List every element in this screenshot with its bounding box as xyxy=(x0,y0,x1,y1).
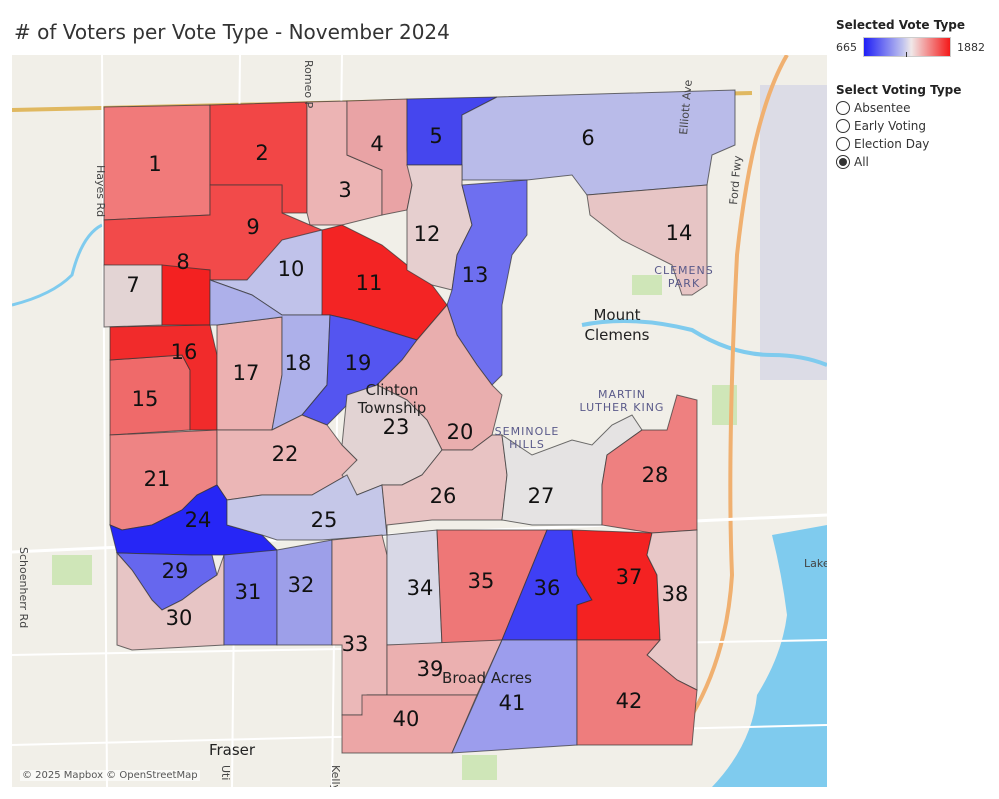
precinct-label-22: 22 xyxy=(272,442,299,466)
place-clemens-park-2: PARK xyxy=(668,277,700,290)
radio-all[interactable]: All xyxy=(836,153,996,171)
road-elliott: Elliott Ave xyxy=(677,79,695,135)
vote-type-filter: Select Voting Type Absentee Early Voting… xyxy=(836,83,996,171)
precinct-label-42: 42 xyxy=(616,689,643,713)
place-fraser: Fraser xyxy=(209,741,256,759)
precinct-label-35: 35 xyxy=(468,569,495,593)
precinct-label-39: 39 xyxy=(417,657,444,681)
precinct-label-34: 34 xyxy=(407,576,434,600)
legend-max: 1882 xyxy=(957,40,985,54)
radio-early-voting[interactable]: Early Voting xyxy=(836,117,996,135)
place-lake: Lake xyxy=(804,557,827,570)
radio-label-absentee: Absentee xyxy=(854,101,911,115)
precinct-label-33: 33 xyxy=(342,632,369,656)
road-kelly: Kelly xyxy=(329,765,342,787)
precinct-label-14: 14 xyxy=(666,221,693,245)
precinct-label-36: 36 xyxy=(534,576,561,600)
precinct-label-15: 15 xyxy=(132,387,159,411)
precinct-label-12: 12 xyxy=(414,222,441,246)
precinct-label-2: 2 xyxy=(255,141,268,165)
radio-button-selected[interactable] xyxy=(836,155,850,169)
place-broad-acres: Broad Acres xyxy=(442,669,532,687)
map-attribution[interactable]: © 2025 Mapbox © OpenStreetMap xyxy=(20,770,200,781)
place-seminole: SEMINOLE xyxy=(495,425,560,438)
place-mount: Mount xyxy=(593,306,640,324)
precinct-labels: 1 2 3 4 5 6 7 8 9 10 11 12 13 14 15 16 1… xyxy=(126,124,692,731)
precinct-label-19: 19 xyxy=(345,351,372,375)
legend-scale: 665 1882 xyxy=(836,37,996,57)
precinct-label-17: 17 xyxy=(233,361,260,385)
legend-min: 665 xyxy=(836,40,857,54)
precinct-label-31: 31 xyxy=(235,580,262,604)
precinct-8[interactable] xyxy=(161,264,211,326)
place-hills: HILLS xyxy=(509,438,545,451)
precinct-42[interactable] xyxy=(576,639,698,746)
precinct-label-9: 9 xyxy=(246,215,259,239)
road-hayes: Hayes Rd xyxy=(94,165,107,217)
precinct-label-18: 18 xyxy=(285,351,312,375)
radio-button[interactable] xyxy=(836,101,850,115)
precinct-6[interactable] xyxy=(461,89,736,196)
precinct-28[interactable] xyxy=(601,394,698,534)
precinct-label-23: 23 xyxy=(383,415,410,439)
precinct-40[interactable] xyxy=(341,694,478,754)
precinct-label-29: 29 xyxy=(162,559,189,583)
choropleth-map[interactable]: Mount Clemens Clinton Township MARTIN LU… xyxy=(12,55,827,787)
precinct-label-38: 38 xyxy=(662,582,689,606)
precinct-label-41: 41 xyxy=(499,691,526,715)
precinct-layer[interactable] xyxy=(103,89,736,754)
precinct-label-16: 16 xyxy=(171,340,198,364)
place-clinton: Clinton xyxy=(366,381,419,399)
legend-title: Selected Vote Type xyxy=(836,18,966,32)
precinct-label-5: 5 xyxy=(429,124,442,148)
precinct-label-21: 21 xyxy=(144,467,171,491)
precinct-label-40: 40 xyxy=(393,707,420,731)
place-luther-king: LUTHER KING xyxy=(580,401,665,414)
radio-absentee[interactable]: Absentee xyxy=(836,99,996,117)
legend-gradient xyxy=(863,37,951,57)
precinct-label-27: 27 xyxy=(528,484,555,508)
precinct-label-7: 7 xyxy=(126,273,139,297)
radio-election-day[interactable]: Election Day xyxy=(836,135,996,153)
precinct-label-26: 26 xyxy=(430,484,457,508)
precinct-label-24: 24 xyxy=(185,508,212,532)
road-utica: Uti xyxy=(219,765,232,780)
precinct-label-20: 20 xyxy=(447,420,474,444)
road-ford-fwy: Ford Fwy xyxy=(727,155,744,206)
place-clemens-park-1: CLEMENS xyxy=(654,264,713,277)
precinct-label-37: 37 xyxy=(616,565,643,589)
place-township: Township xyxy=(357,399,427,417)
place-martin: MARTIN xyxy=(598,388,646,401)
precinct-label-25: 25 xyxy=(311,508,338,532)
precinct-label-3: 3 xyxy=(338,178,351,202)
place-labels: Mount Clemens Clinton Township MARTIN LU… xyxy=(17,60,827,787)
precinct-label-10: 10 xyxy=(278,257,305,281)
precinct-16[interactable] xyxy=(109,324,218,431)
radio-label-early-voting: Early Voting xyxy=(854,119,926,133)
road-romeo: Romeo P xyxy=(302,60,315,109)
radio-button[interactable] xyxy=(836,137,850,151)
road-schoenherr: Schoenherr Rd xyxy=(17,547,30,628)
precinct-label-11: 11 xyxy=(356,271,383,295)
precinct-14[interactable] xyxy=(586,184,708,296)
chart-title: # of Voters per Vote Type - November 202… xyxy=(14,20,450,44)
precinct-label-8: 8 xyxy=(176,250,189,274)
precinct-label-30: 30 xyxy=(166,606,193,630)
filter-title: Select Voting Type xyxy=(836,83,962,97)
radio-button[interactable] xyxy=(836,119,850,133)
radio-label-all: All xyxy=(854,155,869,169)
precinct-label-1: 1 xyxy=(148,152,161,176)
precinct-label-4: 4 xyxy=(370,132,383,156)
precinct-30[interactable] xyxy=(116,551,225,651)
precinct-label-32: 32 xyxy=(288,573,315,597)
precinct-label-6: 6 xyxy=(581,126,594,150)
precinct-label-13: 13 xyxy=(462,263,489,287)
radio-label-election-day: Election Day xyxy=(854,137,930,151)
place-clemens: Clemens xyxy=(584,326,649,344)
color-legend: Selected Vote Type 665 1882 xyxy=(836,18,996,57)
precinct-label-28: 28 xyxy=(642,463,669,487)
